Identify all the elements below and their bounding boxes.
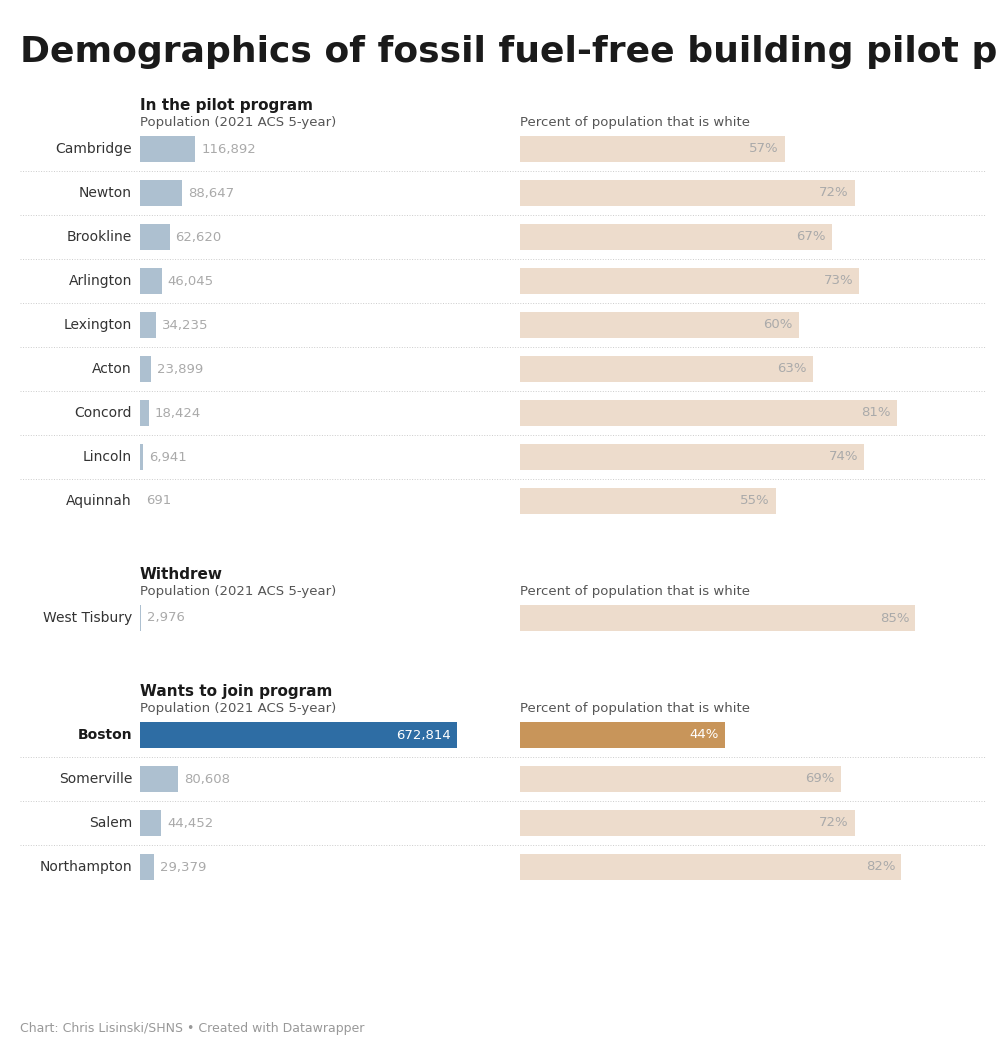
Text: 672,814: 672,814	[396, 729, 451, 741]
Text: 57%: 57%	[749, 142, 779, 156]
Bar	[520, 722, 725, 748]
Text: 34,235: 34,235	[162, 318, 209, 332]
Text: 80,608: 80,608	[184, 773, 230, 786]
Text: Cambridge: Cambridge	[55, 142, 132, 156]
Text: Demographics of fossil fuel-free building pilot program: Demographics of fossil fuel-free buildin…	[20, 35, 1000, 69]
Text: 23,899: 23,899	[157, 362, 204, 376]
Bar	[520, 766, 841, 792]
Bar	[140, 136, 195, 162]
Text: 67%: 67%	[796, 231, 826, 243]
Text: 29,379: 29,379	[160, 860, 206, 874]
Text: Somerville: Somerville	[59, 772, 132, 786]
Text: Wants to join program: Wants to join program	[140, 684, 332, 699]
Text: 60%: 60%	[764, 318, 793, 332]
Text: 6,941: 6,941	[149, 451, 187, 463]
Text: 72%: 72%	[819, 186, 849, 199]
Text: Percent of population that is white: Percent of population that is white	[520, 702, 750, 715]
Text: 85%: 85%	[880, 612, 909, 624]
Bar	[520, 400, 897, 426]
Bar	[520, 810, 855, 836]
Text: West Tisbury: West Tisbury	[43, 611, 132, 625]
Text: Boston: Boston	[77, 728, 132, 742]
Bar	[520, 605, 915, 631]
Text: 88,647: 88,647	[188, 186, 234, 199]
Text: Population (2021 ACS 5-year): Population (2021 ACS 5-year)	[140, 702, 336, 715]
Text: Salem: Salem	[89, 816, 132, 830]
Text: Population (2021 ACS 5-year): Population (2021 ACS 5-year)	[140, 585, 336, 598]
Text: 69%: 69%	[805, 773, 835, 786]
Bar	[140, 356, 151, 382]
Bar	[140, 810, 161, 836]
Bar	[520, 136, 785, 162]
Text: 46,045: 46,045	[168, 275, 214, 287]
Text: Percent of population that is white: Percent of population that is white	[520, 585, 750, 598]
Text: Brookline: Brookline	[67, 230, 132, 244]
Bar	[140, 400, 149, 426]
Bar	[520, 269, 859, 294]
Bar	[520, 444, 864, 470]
Bar	[140, 312, 156, 338]
Text: Acton: Acton	[92, 362, 132, 376]
Bar	[140, 180, 182, 206]
Text: 74%: 74%	[829, 451, 858, 463]
Bar	[140, 722, 457, 748]
Bar	[520, 356, 813, 382]
Text: Population (2021 ACS 5-year): Population (2021 ACS 5-year)	[140, 116, 336, 130]
Text: 82%: 82%	[866, 860, 895, 874]
Bar	[520, 224, 832, 250]
Bar	[520, 854, 901, 880]
Bar	[520, 312, 799, 338]
Text: 44%: 44%	[689, 729, 719, 741]
Text: 63%: 63%	[777, 362, 807, 376]
Text: Lexington: Lexington	[64, 318, 132, 332]
Text: 62,620: 62,620	[176, 231, 222, 243]
Bar	[140, 766, 178, 792]
Text: Chart: Chris Lisinski/SHNS • Created with Datawrapper: Chart: Chris Lisinski/SHNS • Created wit…	[20, 1022, 364, 1035]
Bar	[140, 605, 141, 631]
Text: 55%: 55%	[740, 495, 770, 508]
Text: Arlington: Arlington	[69, 274, 132, 289]
Bar	[520, 180, 855, 206]
Text: 116,892: 116,892	[201, 142, 256, 156]
Text: 691: 691	[146, 495, 172, 508]
Text: 44,452: 44,452	[167, 816, 213, 830]
Bar	[520, 488, 776, 514]
Bar	[140, 444, 143, 470]
Bar	[140, 269, 162, 294]
Text: 72%: 72%	[819, 816, 849, 830]
Text: Percent of population that is white: Percent of population that is white	[520, 116, 750, 130]
Text: 2,976: 2,976	[147, 612, 185, 624]
Bar	[140, 224, 170, 250]
Text: In the pilot program: In the pilot program	[140, 98, 313, 113]
Text: Withdrew: Withdrew	[140, 567, 223, 582]
Text: Aquinnah: Aquinnah	[66, 494, 132, 508]
Bar	[140, 854, 154, 880]
Text: 81%: 81%	[861, 406, 891, 419]
Text: Northampton: Northampton	[39, 860, 132, 874]
Text: 18,424: 18,424	[155, 406, 201, 419]
Text: 73%: 73%	[824, 275, 853, 287]
Text: Lincoln: Lincoln	[83, 450, 132, 464]
Text: Concord: Concord	[74, 406, 132, 420]
Text: Newton: Newton	[79, 186, 132, 200]
